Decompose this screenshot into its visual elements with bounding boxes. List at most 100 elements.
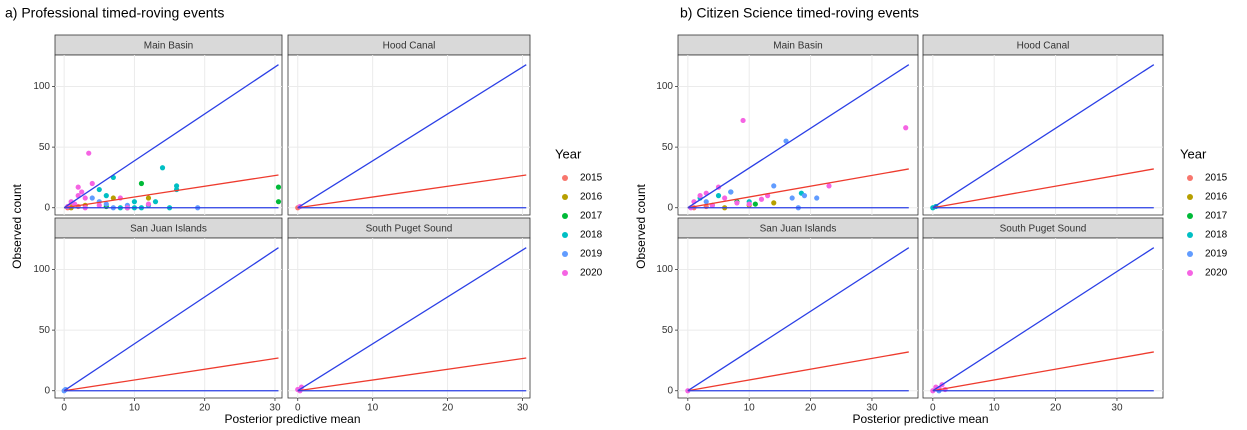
y-axis-title: Observed count	[634, 183, 648, 268]
legend-swatch	[562, 232, 568, 238]
legend-swatch	[562, 175, 568, 181]
point	[103, 193, 109, 199]
point	[82, 195, 88, 201]
legend-label: 2019	[580, 249, 603, 260]
legend-swatch	[562, 251, 568, 257]
x-tick-label: 30	[866, 403, 878, 414]
point	[103, 201, 109, 207]
point	[152, 199, 159, 205]
point	[746, 201, 752, 207]
reference-line	[932, 168, 1154, 209]
point	[79, 189, 85, 195]
legend-swatch	[562, 213, 568, 219]
legend-title: Year	[1180, 146, 1207, 161]
x-tick-label: 0	[61, 403, 67, 414]
point	[275, 184, 282, 190]
y-tick-label: 100	[33, 264, 50, 275]
legend-swatch	[1187, 194, 1193, 200]
legend-label: 2020	[1205, 268, 1228, 279]
x-tick-label: 20	[805, 403, 817, 414]
reference-line	[297, 174, 527, 209]
point	[96, 202, 102, 208]
y-tick-label: 0	[667, 202, 673, 213]
point	[728, 189, 734, 195]
y-tick-label: 100	[656, 264, 673, 275]
point	[752, 201, 758, 207]
reference-line	[63, 64, 279, 209]
strip-label: Main Basin	[773, 41, 822, 52]
strip-label: South Puget Sound	[366, 224, 453, 235]
point	[86, 150, 92, 156]
reference-line	[297, 247, 527, 392]
x-tick-label: 10	[367, 403, 379, 414]
legend-label: 2020	[580, 268, 603, 279]
legend-label: 2018	[1205, 230, 1228, 241]
y-axis-title: Observed count	[10, 183, 24, 268]
point	[722, 195, 728, 201]
reference-line	[932, 64, 1155, 209]
legend-title: Year	[555, 146, 582, 161]
legend-swatch	[1187, 232, 1193, 238]
x-tick-label: 10	[989, 403, 1001, 414]
reference-line	[687, 168, 909, 209]
point	[145, 195, 152, 201]
point	[145, 201, 152, 207]
reference-line	[63, 247, 279, 392]
x-tick-label: 0	[685, 403, 691, 414]
strip-label: Main Basin	[144, 41, 193, 52]
x-tick-label: 0	[295, 403, 301, 414]
y-tick-label: 50	[662, 325, 674, 336]
strip-label: South Puget Sound	[1000, 224, 1087, 235]
y-tick-label: 100	[656, 81, 673, 92]
point	[826, 183, 832, 189]
x-axis-title: Posterior predictive mean	[224, 412, 360, 426]
y-tick-label: 100	[33, 81, 50, 92]
chart-title: a) Professional timed-roving events	[5, 5, 224, 21]
point	[771, 183, 777, 189]
legend-label: 2019	[1205, 249, 1228, 260]
point	[131, 199, 138, 205]
point	[173, 183, 180, 189]
point	[814, 195, 820, 201]
legend-swatch	[1187, 175, 1193, 181]
legend-label: 2015	[1205, 173, 1228, 184]
reference-line	[687, 64, 910, 209]
reference-line	[297, 357, 527, 392]
reference-line	[932, 247, 1155, 392]
reference-line	[64, 174, 279, 209]
reference-line	[64, 357, 279, 392]
x-tick-label: 0	[930, 403, 936, 414]
reference-line	[932, 351, 1154, 392]
point	[110, 195, 116, 201]
point	[801, 193, 808, 199]
x-tick-label: 10	[129, 403, 141, 414]
y-tick-label: 0	[667, 385, 673, 396]
reference-line	[687, 247, 910, 392]
legend-swatch	[562, 194, 568, 200]
strip-label: San Juan Islands	[760, 224, 837, 235]
legend-swatch	[1187, 251, 1193, 257]
x-tick-label: 20	[199, 403, 211, 414]
point	[758, 196, 765, 202]
x-axis-title: Posterior predictive mean	[852, 412, 988, 426]
strip-label: Hood Canal	[1017, 41, 1070, 52]
point	[138, 180, 145, 187]
y-tick-label: 50	[39, 142, 51, 153]
point	[275, 199, 282, 205]
x-tick-label: 10	[744, 403, 756, 414]
legend-label: 2015	[580, 173, 603, 184]
point	[697, 193, 703, 199]
point	[715, 193, 722, 199]
point	[96, 186, 102, 193]
legend-label: 2017	[1205, 211, 1228, 222]
legend-label: 2018	[580, 230, 603, 241]
point	[740, 117, 746, 124]
reference-line	[297, 64, 527, 209]
reference-line	[687, 351, 909, 392]
x-tick-label: 30	[517, 403, 529, 414]
point	[159, 165, 166, 171]
point	[903, 125, 909, 131]
y-tick-label: 50	[39, 325, 51, 336]
x-tick-label: 20	[1050, 403, 1062, 414]
y-tick-label: 0	[44, 385, 50, 396]
